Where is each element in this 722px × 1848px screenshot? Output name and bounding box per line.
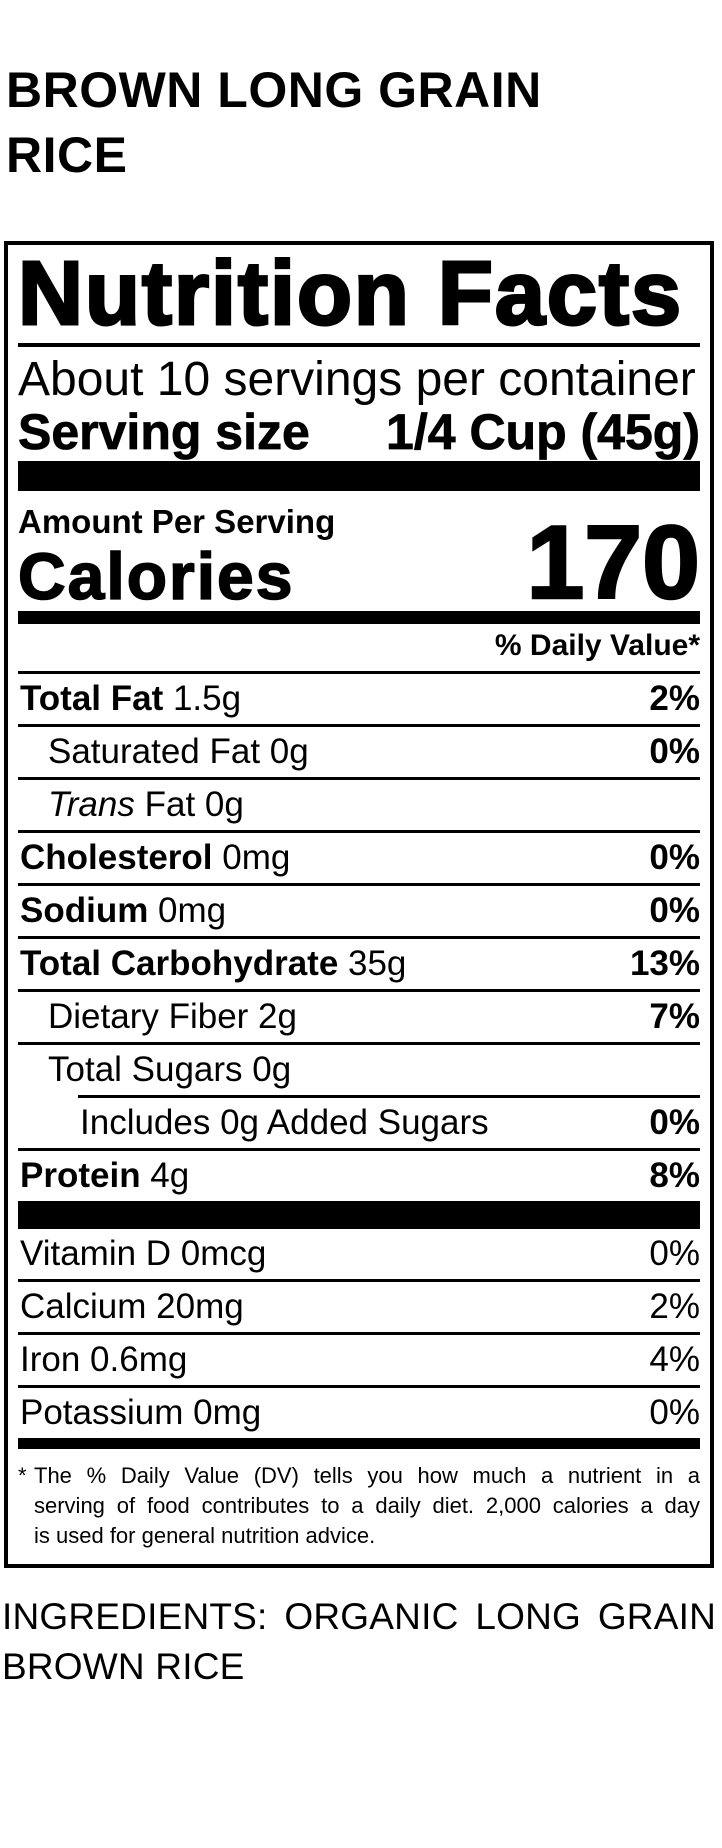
- vitamin-name: Iron 0.6mg: [20, 1340, 188, 1379]
- nutrient-rows: Total Fat 1.5g 2% Saturated Fat 0g 0% Trans …: [18, 674, 700, 1201]
- vitamin-name: Vitamin D 0mcg: [20, 1234, 267, 1273]
- separator-bar-thin: [18, 1438, 700, 1449]
- nutrient-daily-value: 13%: [629, 944, 700, 983]
- footnote-line: The % Daily Value (DV) tells you how muc…: [34, 1463, 700, 1488]
- vitamin-name: Calcium 20mg: [20, 1287, 244, 1326]
- product-title: BROWN LONG GRAIN RICE: [6, 62, 542, 183]
- nutrient-row: Includes 0g Added Sugars 0%: [78, 1095, 700, 1148]
- calories-row: Calories 170: [17, 510, 701, 617]
- nutrition-facts-title: Nutrition Facts: [17, 244, 684, 345]
- nutrient-name: Saturated Fat 0g: [48, 732, 309, 771]
- nutrient-daily-value: 8%: [649, 1156, 700, 1195]
- nutrient-daily-value: 0%: [649, 732, 700, 771]
- nutrient-name: Total Carbohydrate 35g: [20, 944, 407, 983]
- footnote-text: The % Daily Value (DV) tells you how muc…: [34, 1461, 700, 1551]
- nutrient-row: Trans Fat 0g: [18, 777, 700, 830]
- footnote: * The % Daily Value (DV) tells you how m…: [18, 1449, 700, 1551]
- serving-size-value: 1/4 Cup (45g): [386, 404, 701, 460]
- calories-label: Calories: [17, 539, 295, 613]
- nutrient-name: Total Sugars 0g: [48, 1050, 292, 1089]
- nutrient-name: Sodium 0mg: [20, 891, 227, 930]
- ingredients-label: INGREDIENTS:: [2, 1596, 268, 1637]
- vitamin-row: Potassium 0mg 0%: [18, 1385, 700, 1438]
- serving-size-row: Serving size 1/4 Cup (45g): [18, 404, 701, 460]
- nutrient-row: Protein 4g 8%: [18, 1148, 700, 1201]
- separator-bar-thick: [18, 461, 700, 491]
- nutrient-row: Total Carbohydrate 35g 13%: [18, 936, 700, 989]
- ingredients-text: ORGANIC LONG GRAIN BROWN RICE: [2, 1596, 717, 1687]
- nutrient-daily-value: 2%: [649, 679, 700, 718]
- nutrient-row: Sodium 0mg 0%: [18, 883, 700, 936]
- ingredients-statement: INGREDIENTS: ORGANIC LONG GRAIN BROWN RI…: [2, 1592, 716, 1692]
- vitamin-daily-value: 2%: [649, 1287, 700, 1326]
- nutrient-row: Total Fat 1.5g 2%: [18, 674, 700, 724]
- rule-under-title: [18, 343, 700, 347]
- nutrient-row: Cholesterol 0mg 0%: [18, 830, 700, 883]
- servings-per-container: About 10 servings per container: [18, 353, 696, 406]
- vitamin-name: Potassium 0mg: [20, 1393, 262, 1432]
- nutrient-daily-value: 0%: [649, 838, 700, 877]
- nutrient-name: Cholesterol 0mg: [20, 838, 291, 877]
- amount-per-serving-label: Amount Per Serving: [18, 503, 336, 540]
- vitamin-row: Iron 0.6mg 4%: [18, 1332, 700, 1385]
- vitamin-daily-value: 0%: [649, 1393, 700, 1432]
- separator-bar-thick: [18, 1201, 700, 1229]
- vitamin-daily-value: 4%: [649, 1340, 700, 1379]
- vitamin-daily-value: 0%: [649, 1234, 700, 1273]
- vitamin-row: Calcium 20mg 2%: [18, 1279, 700, 1332]
- nutrient-name: Total Fat 1.5g: [20, 679, 242, 718]
- vitamin-rows: Vitamin D 0mcg 0% Calcium 20mg 2% Iron 0.6mg…: [18, 1229, 700, 1438]
- vitamin-row: Vitamin D 0mcg 0%: [18, 1229, 700, 1279]
- nutrient-name: Protein 4g: [20, 1156, 190, 1195]
- nutrition-facts-panel: Nutrition Facts About 10 servings per co…: [4, 241, 714, 1568]
- nutrient-daily-value: 7%: [649, 997, 700, 1036]
- nutrient-row: Dietary Fiber 2g 7%: [18, 989, 700, 1042]
- nutrient-name: Includes 0g Added Sugars: [80, 1103, 489, 1142]
- nutrient-daily-value: 0%: [649, 891, 700, 930]
- footnote-line: serving of food contributes to a daily d…: [34, 1493, 700, 1518]
- nutrient-name: Trans Fat 0g: [48, 785, 244, 824]
- separator-bar-medium: [18, 611, 700, 624]
- footnote-asterisk: *: [18, 1463, 27, 1488]
- serving-size-label: Serving size: [18, 404, 311, 460]
- daily-value-header: % Daily Value*: [18, 624, 700, 674]
- footnote-line: is used for general nutrition advice.: [34, 1523, 376, 1548]
- nutrient-daily-value: 0%: [649, 1103, 700, 1142]
- nutrient-row: Total Sugars 0g: [18, 1042, 700, 1095]
- nutrient-row: Saturated Fat 0g 0%: [18, 724, 700, 777]
- calories-value: 170: [525, 505, 701, 621]
- nutrient-name: Dietary Fiber 2g: [48, 997, 297, 1036]
